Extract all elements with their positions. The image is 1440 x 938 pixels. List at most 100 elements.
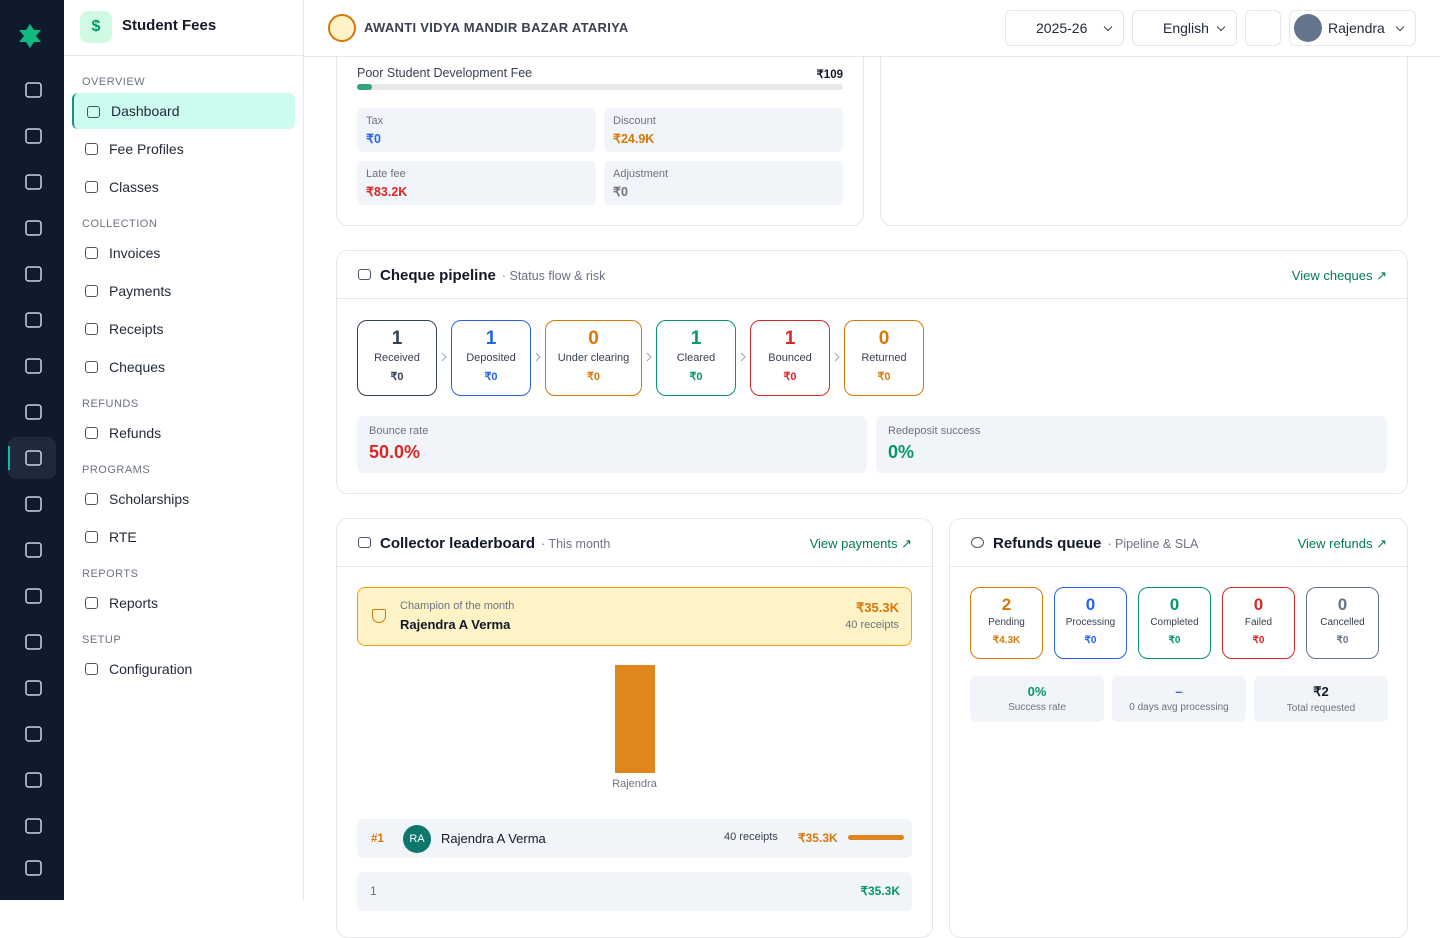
app-logo [19, 24, 41, 48]
metric-value: 50.0% [369, 442, 421, 462]
card-link[interactable]: View refunds ↗ [1297, 536, 1387, 551]
initials: RA [403, 825, 431, 853]
school-name: AWANTI VIDYA MANDIR BAZAR ATARIYA [364, 20, 629, 35]
nav-item[interactable]: Scholarships [72, 480, 295, 518]
cheque-card: Cheque pipeline · Status flow & risk View … [336, 250, 1408, 494]
language-select[interactable]: English [1132, 10, 1237, 46]
rail-icon[interactable] [25, 174, 42, 190]
stage: 0 Under clearing ₹0 [545, 320, 642, 396]
nav-item[interactable]: Payments [72, 272, 295, 310]
nav-item[interactable]: RTE [72, 518, 295, 556]
nav-label: Fee Profiles [109, 141, 184, 157]
amount-bar [848, 835, 904, 840]
stage-label: Returned [861, 352, 907, 364]
stat-value: ₹83.2K [366, 185, 408, 199]
card-header: Collector leaderboard · This month View pa… [337, 519, 932, 567]
champion-name: Rajendra A Verma [400, 617, 511, 632]
rail-icon[interactable] [25, 358, 42, 374]
card-header: Refunds queue · Pipeline & SLA View refund… [950, 519, 1407, 567]
nav-item[interactable]: Configuration [72, 650, 295, 688]
receipts: 40 receipts [724, 831, 778, 843]
rail-icon[interactable] [25, 634, 42, 650]
rail-icon[interactable] [25, 542, 42, 558]
nav-icon [85, 427, 98, 439]
rail-icon[interactable] [25, 404, 42, 420]
summary-value: 0% [1027, 684, 1047, 699]
theme-toggle[interactable] [1245, 10, 1281, 46]
stat-value: ₹0 [613, 185, 628, 199]
rail-icon[interactable] [25, 860, 42, 876]
stage-count: 1 [784, 328, 796, 349]
nav-item[interactable]: Reports [72, 584, 295, 622]
stage-label: Failed [1244, 617, 1273, 628]
card-title: Collector leaderboard [380, 535, 536, 552]
rail-icon[interactable] [25, 772, 42, 788]
stage-count: 0 [1169, 595, 1180, 614]
user-name: Rajendra [1328, 20, 1385, 36]
rail-icon[interactable] [25, 312, 42, 328]
brand-icon: $ [80, 11, 112, 43]
fee-stat: Tax ₹0 [357, 108, 596, 152]
stage-amount: ₹0 [1336, 635, 1349, 646]
rail-icon[interactable] [25, 220, 42, 236]
stage-label: Bounced [768, 352, 812, 364]
rail-icon[interactable] [25, 588, 42, 604]
nav-item[interactable]: Invoices [72, 234, 295, 272]
card-subtitle: · Status flow & risk [501, 269, 606, 283]
nav-icon [85, 493, 98, 505]
metric: Redeposit success 0% [876, 416, 1387, 473]
refund-summary: 0% Success rate [970, 676, 1104, 722]
stat-value: ₹0 [366, 132, 381, 146]
chevron [834, 352, 840, 362]
nav-icon [85, 181, 98, 193]
stage: 1 Cleared ₹0 [656, 320, 736, 396]
rail-icon[interactable] [25, 450, 42, 466]
refunds-card: Refunds queue · Pipeline & SLA View refund… [949, 518, 1408, 938]
stage-label: Deposited [466, 352, 516, 364]
sidebar-title: Student Fees [122, 17, 217, 34]
stage-amount: ₹0 [1084, 635, 1097, 646]
nav-item[interactable]: Refunds [72, 414, 295, 452]
rail-icon[interactable] [25, 818, 42, 834]
fee-name: Poor Student Development Fee [357, 66, 533, 80]
sidebar: $ Student Fees OVERVIEW Dashboard Fee Prof… [64, 0, 304, 900]
card-title: Refunds queue [993, 535, 1102, 552]
rail-icon[interactable] [25, 680, 42, 696]
card-link[interactable]: View payments ↗ [809, 536, 912, 551]
refund-stage: 0 Completed ₹0 [1138, 587, 1211, 659]
stage-amount: ₹0 [484, 371, 498, 383]
rail-icon[interactable] [25, 496, 42, 512]
rank: 1 [370, 884, 377, 898]
stage: 1 Bounced ₹0 [750, 320, 830, 396]
year-select[interactable]: 2025-26 [1005, 10, 1124, 46]
chevron [646, 352, 652, 362]
nav-item[interactable]: Receipts [72, 310, 295, 348]
nav-item[interactable]: Fee Profiles [72, 130, 295, 168]
nav: OVERVIEW Dashboard Fee Profiles Classes COLL… [72, 64, 295, 688]
refund-stage: 0 Cancelled ₹0 [1306, 587, 1379, 659]
refund-summary: ₹2 Total requested [1254, 676, 1388, 722]
nav-item[interactable]: Cheques [72, 348, 295, 386]
stage-label: Processing [1065, 617, 1116, 628]
user-menu[interactable]: Rajendra [1289, 10, 1416, 46]
rail-icon[interactable] [25, 128, 42, 144]
stat-value: ₹24.9K [613, 132, 655, 146]
champion-amount: ₹35.3K [856, 600, 899, 615]
nav-item[interactable]: Dashboard [72, 93, 295, 129]
nav-heading: COLLECTION [82, 218, 158, 230]
rank-row: 1 ₹35.3K [357, 872, 912, 911]
refund-summary: – 0 days avg processing [1112, 676, 1246, 722]
nav-label: RTE [109, 529, 137, 545]
active-rail-bg [8, 437, 56, 479]
nav-label: Payments [109, 283, 172, 299]
progress-track [357, 84, 843, 90]
divider [64, 55, 303, 56]
card-link[interactable]: View cheques ↗ [1291, 268, 1387, 283]
rail-icon[interactable] [25, 266, 42, 282]
nav-heading: REFUNDS [82, 398, 139, 410]
nav-item[interactable]: Classes [72, 168, 295, 206]
nav-label: Dashboard [111, 103, 180, 119]
stage-count: 1 [690, 328, 702, 349]
rail-icon[interactable] [25, 726, 42, 742]
rail-icon[interactable] [25, 82, 42, 98]
